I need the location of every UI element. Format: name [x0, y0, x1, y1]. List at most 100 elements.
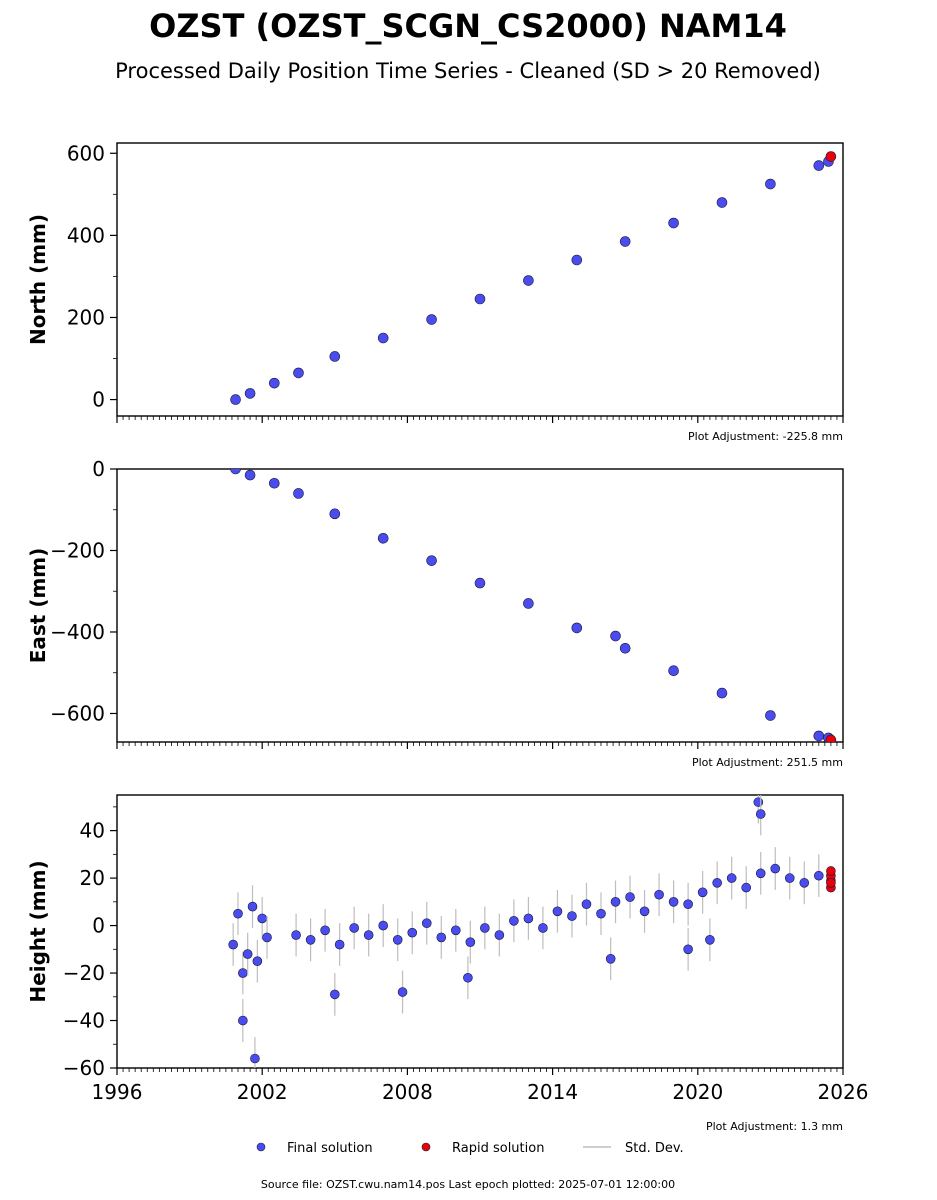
north-axes-frame — [116, 142, 844, 417]
panel-height: 1996 2002 2008 2014 2020 2026 −60 −40 −20 0 20 40 He… — [26, 794, 869, 1104]
height-final-point — [329, 989, 340, 1000]
north-final-point — [571, 254, 583, 266]
height-final-point — [392, 935, 403, 945]
height-x-tick-label: 2014 — [527, 1080, 578, 1104]
height-y-tick-label: 0 — [92, 914, 105, 938]
height-final-point — [320, 925, 330, 936]
north-plot-adjustment: Plot Adjustment: -225.8 mm — [688, 430, 843, 443]
height-final-point — [605, 953, 616, 964]
height-final-point — [799, 878, 810, 888]
north-y-axis-label: North (mm) — [26, 214, 50, 345]
height-y-axis-label: Height (mm) — [26, 860, 50, 1002]
north-final-point — [230, 394, 241, 405]
height-final-point — [363, 930, 374, 940]
height-final-point — [683, 899, 693, 910]
height-final-point — [397, 987, 408, 997]
height-final-point — [247, 901, 258, 912]
height-y-tick-label: −60 — [63, 1056, 105, 1080]
east-final-point — [244, 469, 256, 481]
height-final-point — [463, 972, 473, 983]
height-final-point — [712, 878, 722, 888]
height-final-point — [262, 932, 272, 943]
east-plot-area — [230, 469, 837, 742]
north-final-point — [619, 236, 631, 247]
east-axes-frame — [116, 468, 844, 743]
north-rapid-point — [825, 151, 837, 162]
legend-final-marker — [256, 1142, 266, 1152]
height-x-tick-label: 2002 — [237, 1080, 288, 1104]
east-final-point — [571, 622, 583, 634]
height-final-point — [668, 897, 679, 907]
height-rapid-point — [826, 878, 836, 888]
east-y-tick-label: −400 — [50, 620, 105, 644]
height-final-point — [610, 897, 621, 907]
height-final-point — [538, 923, 548, 933]
legend-stddev-label: Std. Dev. — [625, 1141, 684, 1156]
east-final-point — [716, 687, 728, 699]
east-final-point — [765, 710, 776, 721]
height-y-tick-label: −40 — [63, 1009, 105, 1033]
north-final-point — [668, 217, 679, 229]
height-plot-area — [228, 795, 836, 1068]
height-final-point — [755, 809, 766, 819]
height-final-point — [552, 906, 563, 917]
height-final-point — [726, 873, 737, 883]
height-final-point — [252, 956, 263, 966]
height-final-point — [755, 868, 766, 879]
east-final-point — [813, 730, 825, 742]
height-x-tick-label: 1996 — [92, 1080, 143, 1104]
height-final-point — [305, 935, 316, 945]
height-final-point — [784, 873, 795, 883]
height-final-point — [407, 927, 418, 938]
north-final-point — [244, 388, 256, 399]
height-final-point — [741, 882, 752, 893]
east-y-tick-label: −200 — [50, 538, 105, 562]
height-y-tick-label: 20 — [80, 866, 105, 890]
height-final-point — [465, 937, 476, 947]
east-final-point — [329, 508, 341, 520]
height-final-point — [480, 923, 490, 933]
legend: Final solution Rapid solution Std. Dev. — [256, 1141, 684, 1156]
height-final-point — [753, 797, 764, 807]
legend-rapid-marker — [421, 1142, 431, 1152]
height-final-point — [233, 908, 243, 919]
height-axes-frame — [116, 794, 844, 1069]
east-final-point — [293, 488, 304, 499]
height-final-point — [334, 939, 345, 950]
height-final-point — [250, 1053, 260, 1064]
height-x-tick-label: 2026 — [818, 1080, 869, 1104]
height-plot-adjustment: Plot Adjustment: 1.3 mm — [706, 1120, 843, 1133]
north-final-point — [765, 178, 776, 190]
height-final-point — [421, 918, 432, 928]
east-final-point — [377, 532, 389, 544]
height-final-point — [509, 916, 519, 926]
north-final-point — [523, 275, 534, 286]
east-plot-adjustment: Plot Adjustment: 251.5 mm — [692, 756, 843, 769]
height-final-point — [436, 932, 447, 943]
height-x-tick-label: 2020 — [672, 1080, 723, 1104]
east-final-point — [474, 577, 486, 589]
north-y-tick-label: 600 — [67, 141, 105, 165]
panel-north: 0 200 400 600 North (mm) — [26, 141, 844, 423]
north-plot-area — [230, 151, 837, 405]
height-final-point — [257, 913, 268, 924]
height-final-point — [813, 870, 824, 881]
height-final-point — [242, 949, 253, 959]
east-y-tick-label: 0 — [92, 457, 105, 481]
north-final-point — [329, 351, 341, 362]
east-final-point — [268, 477, 280, 489]
north-final-point — [813, 160, 825, 171]
figure-title: OZST (OZST_SCGN_CS2000) NAM14 — [149, 7, 787, 45]
height-y-tick-label: 40 — [80, 819, 105, 843]
source-file-note: Source file: OZST.cwu.nam14.pos Last epo… — [261, 1178, 675, 1191]
height-final-point — [238, 1015, 248, 1026]
east-final-point — [668, 665, 679, 676]
height-final-point — [581, 899, 592, 910]
height-final-point — [705, 935, 715, 945]
height-final-point — [639, 906, 650, 917]
north-final-point — [716, 197, 728, 208]
height-rapid-point — [826, 866, 836, 876]
height-final-point — [683, 944, 693, 955]
legend-final-label: Final solution — [287, 1141, 373, 1156]
north-final-point — [377, 332, 389, 344]
